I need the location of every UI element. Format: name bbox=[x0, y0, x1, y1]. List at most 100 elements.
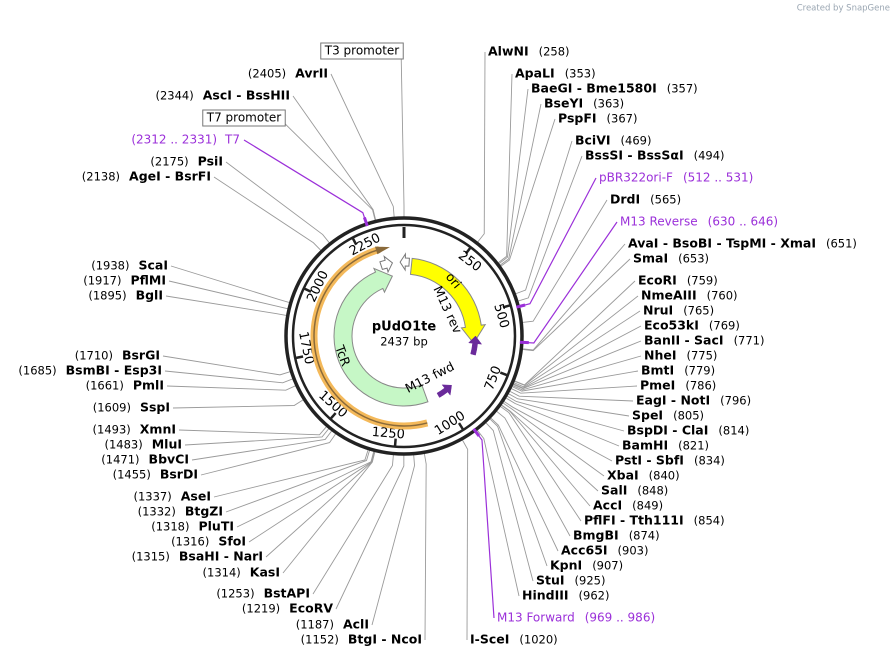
ring-tick-label: 500 bbox=[490, 302, 511, 330]
site-position: (1253) bbox=[216, 587, 254, 601]
primer-site bbox=[362, 216, 369, 227]
site-name: SpeI bbox=[632, 408, 663, 423]
site-name: PmlI bbox=[133, 378, 164, 393]
site-name: AclI bbox=[343, 617, 369, 632]
site-position: (1219) bbox=[242, 602, 280, 616]
primer-site bbox=[472, 427, 481, 437]
leader-line bbox=[513, 280, 636, 386]
leader-line bbox=[164, 370, 295, 384]
leader-line bbox=[213, 448, 369, 498]
leader-line bbox=[499, 118, 556, 268]
leader-line bbox=[484, 421, 534, 582]
site-name: BseYI bbox=[544, 96, 583, 111]
primer-range: (512 .. 531) bbox=[683, 171, 753, 185]
leader-line bbox=[505, 395, 625, 432]
plasmid-ring: 250500750100012501500175020002250oriM13 … bbox=[284, 216, 529, 456]
primer-site bbox=[516, 303, 526, 309]
plasmid-name: pUdO1te bbox=[372, 320, 436, 335]
leader-line bbox=[499, 405, 582, 522]
site-name: ApaLI bbox=[515, 66, 555, 81]
leader-line bbox=[521, 243, 626, 351]
leader-line bbox=[312, 453, 394, 595]
site-name: BtgZI bbox=[185, 504, 223, 519]
leader-line bbox=[512, 310, 641, 388]
promoter-label: T7 promoter bbox=[206, 111, 282, 125]
site-name: EcoRI bbox=[638, 273, 677, 288]
site-name: BssSI - BssSαI bbox=[585, 148, 684, 163]
leader-line bbox=[166, 384, 297, 391]
leader-line bbox=[191, 429, 333, 461]
site-name: PspFI bbox=[558, 111, 597, 126]
site-position: (1493) bbox=[93, 423, 131, 437]
leader-line bbox=[178, 425, 328, 436]
leader-line bbox=[282, 450, 376, 574]
site-position: (903) bbox=[618, 544, 649, 558]
site-name: BsmBI - Esp3I bbox=[66, 363, 162, 378]
site-name: EagI - NotI bbox=[636, 393, 710, 408]
site-position: (494) bbox=[694, 149, 725, 163]
feature-label: TcR bbox=[332, 342, 354, 368]
site-name: EcoRV bbox=[289, 601, 333, 616]
site-position: (2405) bbox=[248, 67, 286, 81]
leader-line bbox=[495, 410, 571, 537]
site-name: StuI bbox=[536, 573, 565, 588]
outer-ring bbox=[284, 216, 524, 456]
site-name: ScaI bbox=[139, 258, 169, 273]
site-position: (769) bbox=[709, 319, 740, 333]
leader-line bbox=[516, 155, 583, 302]
site-name: NheI bbox=[644, 348, 677, 363]
site-name: Acc65I bbox=[561, 543, 608, 558]
site-position: (1332) bbox=[138, 505, 176, 519]
leader-line bbox=[184, 427, 330, 446]
site-position: (1661) bbox=[86, 379, 124, 393]
primer-name: M13 Forward bbox=[497, 611, 575, 625]
site-position: (1917) bbox=[83, 274, 121, 288]
leader-line bbox=[511, 355, 642, 391]
site-position: (1318) bbox=[151, 520, 189, 534]
leader-line bbox=[498, 103, 542, 267]
leader-line bbox=[162, 355, 292, 376]
site-position: (849) bbox=[632, 499, 663, 513]
leader-line bbox=[292, 95, 377, 222]
leader-line bbox=[236, 450, 375, 528]
m13fwd-arrow bbox=[436, 384, 452, 398]
site-name: BbvCI bbox=[149, 452, 189, 467]
leader-line bbox=[510, 370, 639, 392]
site-position: (805) bbox=[673, 409, 704, 423]
site-position: (357) bbox=[667, 82, 698, 96]
orange-band-core bbox=[313, 248, 428, 427]
site-name: BamHI bbox=[622, 438, 668, 453]
site-name: DrdI bbox=[610, 192, 640, 207]
site-name: AccI bbox=[593, 498, 622, 513]
site-position: (1337) bbox=[134, 490, 172, 504]
leader-line bbox=[521, 258, 631, 352]
site-position: (2175) bbox=[150, 155, 188, 169]
primer-range: (969 .. 986) bbox=[585, 611, 655, 625]
site-name: BciVI bbox=[575, 133, 611, 148]
site-name: HindIII bbox=[522, 588, 569, 603]
leader-line bbox=[243, 139, 368, 225]
site-position: (1710) bbox=[75, 349, 113, 363]
t7-promoter-arrow bbox=[379, 255, 394, 274]
site-name: BsaHI - NarI bbox=[179, 549, 263, 564]
ring-tick bbox=[464, 247, 472, 255]
site-position: (651) bbox=[826, 237, 857, 251]
primer-name: M13 Reverse bbox=[620, 215, 698, 229]
site-name: PstI - SbfI bbox=[615, 453, 684, 468]
site-name: AvaI - BsoBI - TspMI - XmaI bbox=[628, 236, 816, 251]
leader-line bbox=[501, 401, 605, 477]
leader-line bbox=[502, 400, 613, 462]
leader-line bbox=[225, 161, 331, 245]
leader-line bbox=[521, 221, 618, 344]
site-position: (796) bbox=[720, 394, 751, 408]
site-name: I-SceI bbox=[470, 632, 509, 647]
site-position: (1314) bbox=[203, 566, 241, 580]
leader-line bbox=[511, 325, 642, 389]
leader-line bbox=[423, 452, 427, 641]
site-position: (874) bbox=[629, 529, 660, 543]
site-position: (1483) bbox=[104, 438, 142, 452]
site-position: (1187) bbox=[296, 618, 334, 632]
leader-line bbox=[514, 140, 573, 295]
site-position: (2344) bbox=[156, 89, 194, 103]
